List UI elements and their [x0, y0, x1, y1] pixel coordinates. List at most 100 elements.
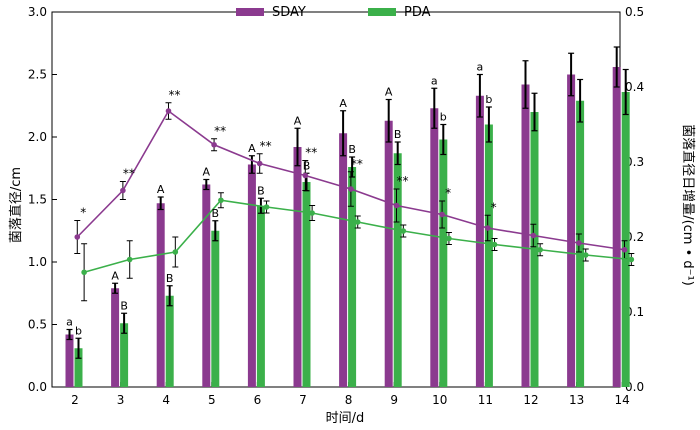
legend: SDAY PDA [236, 5, 431, 20]
x-tick-label: 2 [71, 393, 79, 407]
line-point [576, 240, 582, 246]
x-tick-label: 8 [345, 393, 353, 407]
bar-pda [165, 295, 174, 387]
significance-letter: A [203, 166, 211, 179]
significance-letter: A [157, 183, 165, 196]
significance-letter: A [248, 142, 256, 155]
line-point [218, 197, 224, 204]
line-point [628, 256, 635, 263]
y-left-tick-label: 0.5 [28, 318, 47, 332]
y-right-tick-label: 0.1 [625, 305, 644, 319]
x-tick-label: 12 [523, 393, 538, 407]
bars [65, 46, 630, 387]
line-point [582, 252, 589, 258]
bar-pda [439, 139, 448, 387]
bar-sday [65, 334, 74, 387]
significance-mark: * [491, 200, 497, 214]
x-tick-label: 9 [390, 393, 398, 407]
significance-letter: a [66, 316, 73, 329]
significance-letter: A [385, 86, 393, 99]
line-series-2 [83, 199, 632, 274]
line-point [302, 172, 309, 179]
line-point [530, 232, 537, 239]
bar-pda [393, 153, 402, 387]
significance-letter: B [394, 128, 402, 141]
x-tick-label: 10 [432, 393, 447, 407]
bar-sday [475, 95, 484, 387]
bar-sday [202, 184, 211, 387]
significance-mark: ** [260, 139, 272, 153]
bar-pda [484, 124, 493, 387]
x-tick-label: 7 [299, 393, 307, 407]
line-point [348, 186, 354, 192]
bar-sday [293, 147, 302, 387]
significance-letter: B [212, 207, 220, 220]
significance-mark: ** [351, 157, 363, 171]
significance-letter: A [111, 269, 119, 282]
line-point [172, 249, 179, 255]
significance-letter: b [485, 93, 492, 106]
significance-letter: B [303, 159, 311, 172]
x-tick-label: 3 [117, 393, 125, 407]
significance-letter: B [257, 184, 265, 197]
bar-sday [567, 74, 576, 387]
x-axis-label: 时间/d [326, 411, 365, 426]
line-point [126, 256, 133, 263]
significance-mark: * [80, 206, 86, 220]
x-tick-label: 11 [478, 393, 493, 407]
legend-label-pda: PDA [404, 5, 431, 20]
significance-mark: ** [305, 146, 317, 160]
y-left-tick-label: 0.0 [28, 380, 47, 394]
bar-sday [384, 120, 393, 387]
bar-sday [111, 288, 120, 387]
y-left-tick-label: 2.5 [28, 68, 47, 82]
y-right-tick-label: 0.3 [625, 155, 644, 169]
significance-mark: ** [214, 124, 226, 138]
line-point [354, 219, 361, 225]
x-tick-label: 14 [615, 393, 630, 407]
bar-pda [256, 205, 265, 387]
significance-letter: A [294, 114, 302, 127]
significance-mark: ** [396, 174, 408, 188]
line-point [309, 210, 315, 216]
x-tick-label: 5 [208, 393, 216, 407]
bar-pda [621, 92, 630, 387]
bar-pda [211, 230, 220, 387]
bar-sday [247, 164, 256, 387]
y-right-tick-label: 0.5 [625, 5, 644, 19]
y-right-tick-label: 0.4 [625, 80, 644, 94]
legend-swatch-sday [236, 8, 264, 16]
bar-sday [156, 203, 165, 387]
line-point [256, 160, 263, 167]
y-axis-label-right: 菌落直径日增量/(cm • d⁻¹) [680, 124, 695, 286]
x-tick-label: 4 [162, 393, 170, 407]
y-right-tick-label: 0.0 [625, 380, 644, 394]
y-left-tick-label: 3.0 [28, 5, 47, 19]
bar-sday [339, 133, 348, 387]
line-point [491, 241, 498, 248]
bar-sday [521, 84, 530, 387]
significance-letter: A [339, 97, 347, 110]
bar-pda [120, 323, 129, 387]
line-point [120, 187, 126, 194]
line-point [81, 269, 87, 276]
significance-mark: * [445, 186, 451, 200]
significance-letter: B [120, 299, 128, 312]
y-left-tick-label: 1.5 [28, 193, 47, 207]
line-point [484, 225, 491, 231]
significance-letter: B [166, 272, 174, 285]
x-tick-label: 13 [569, 393, 584, 407]
significance-letter: b [440, 111, 447, 124]
bar-pda [348, 167, 357, 387]
line-point [211, 141, 217, 148]
bar-pda [74, 348, 83, 387]
line-point [74, 234, 81, 240]
line-point [263, 204, 270, 210]
bar-sday [430, 108, 439, 387]
line-point [165, 108, 172, 114]
significance-letter: a [431, 74, 438, 87]
line-point [439, 211, 445, 218]
significance-letter: b [75, 324, 82, 337]
